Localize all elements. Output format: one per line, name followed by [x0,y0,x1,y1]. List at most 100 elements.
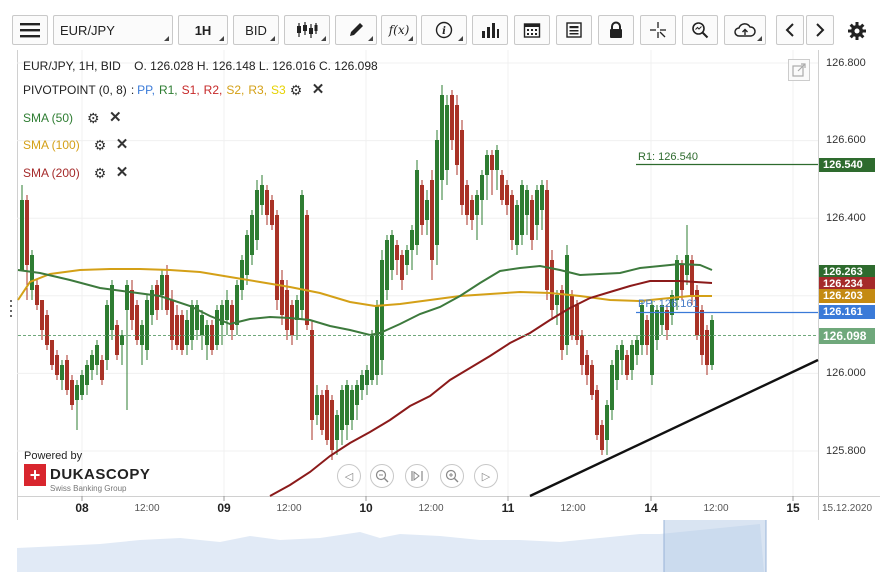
zoom-out-button[interactable] [370,464,394,488]
candle-body [460,130,464,205]
zoom-button[interactable] [682,15,718,45]
zoom-in-button[interactable] [440,464,464,488]
candle-body [355,385,359,405]
report-button[interactable] [556,15,592,45]
candle-body [650,305,654,375]
pp-price-tag: 126.161 [819,305,875,319]
fit-icon [411,470,423,482]
drawing-tools-button[interactable] [335,15,377,45]
candle-body [490,155,494,170]
candle-body [710,320,714,365]
sma200-remove-close-icon[interactable]: ✕ [115,164,129,181]
candle-body [95,345,99,365]
price-axis-label: 126.800 [826,57,866,69]
candle-body [175,315,179,345]
menu-button[interactable] [12,15,48,45]
candle-body [705,330,709,365]
candle-body [135,305,139,340]
scroll-forward-button[interactable] [806,15,834,45]
r1-level-label: R1: 126.540 [638,151,698,163]
fullscreen-button[interactable] [788,59,810,81]
chart-type-button[interactable] [284,15,330,45]
expand-icon [792,63,806,77]
candle-body [180,315,184,350]
svg-text:i: i [442,26,446,37]
candle-body [690,260,694,295]
candle-body [60,365,64,380]
settings-button[interactable] [846,20,868,42]
pivot-pp: PP, [137,83,155,97]
logo-subtitle: Swiss Banking Group [50,484,127,493]
time-axis-label: 12:00 [560,503,586,514]
cloud-upload-icon [734,23,756,37]
timeframe-select[interactable]: 1H [178,15,228,45]
sma50-line [17,262,713,337]
scroll-back-button[interactable] [776,15,804,45]
navigator-selection [664,520,766,572]
candle-body [85,365,89,385]
candle-body [485,155,489,175]
sma200-legend: SMA (200) ⚙ ✕ [23,164,129,181]
candle-body [500,175,504,200]
candle-body [170,300,174,340]
sma100-remove-close-icon[interactable]: ✕ [115,136,129,153]
candle-body [570,295,574,335]
candle-body [270,200,274,225]
candle-body [600,425,604,450]
chevron-down-icon [164,36,169,41]
navigator-area [17,524,764,572]
logo-name: DUKASCOPY [50,466,151,483]
candle-body [510,195,514,240]
dukascopy-logo: Powered by + DUKASCOPY Swiss Banking Gro… [24,450,150,493]
sma100-settings-gear-icon[interactable]: ⚙ [93,137,107,153]
sma50-remove-close-icon[interactable]: ✕ [109,109,122,126]
sma50-legend: SMA (50) ⚙ ✕ [23,109,122,126]
moving-averages [17,262,713,497]
volume-button[interactable] [472,15,508,45]
pivot-settings-gear-icon[interactable]: ⚙ [289,82,303,98]
candle-body [205,325,209,345]
candle-body [335,415,339,440]
candle-body [145,300,149,350]
lock-icon [610,21,622,38]
candle-body [400,255,404,280]
document-icon [566,22,582,38]
candle-body [190,305,194,340]
candle-body [575,305,579,340]
candle-body [625,355,629,375]
reset-view-button[interactable] [405,464,429,488]
calendar-button[interactable] [514,15,550,45]
chevron-right-icon [816,23,825,37]
toolbar: EUR/JPY 1H BID f(x) i [0,0,880,46]
info-button[interactable]: i [421,15,467,45]
lock-button[interactable] [598,15,634,45]
scroll-right-button[interactable]: ▷ [474,464,498,488]
chevron-down-icon [368,36,373,41]
indicators-button[interactable]: f(x) [381,15,417,45]
scroll-left-button[interactable]: ◁ [337,464,361,488]
chevron-down-icon [270,36,275,41]
instrument-select[interactable]: EUR/JPY [53,15,173,45]
candle-body [70,380,74,405]
time-axis-label: 09 [217,501,231,515]
pencil-icon [350,23,363,36]
offer-side-select[interactable]: BID [233,15,279,45]
calendar-icon [523,23,541,38]
sma50-settings-gear-icon[interactable]: ⚙ [87,110,100,126]
sma100-label: SMA (100) [23,138,80,152]
candle-body [155,285,159,310]
crosshair-button[interactable] [640,15,676,45]
pivot-name: PIVOTPOINT (0, 8) [23,83,127,97]
candle-body [630,345,634,370]
navigator[interactable] [10,300,880,572]
pivot-separator: : [130,83,135,97]
candle-body [410,230,414,250]
function-icon: f(x) [388,23,410,37]
candle-body [655,310,659,340]
candle-body [330,400,334,450]
cloud-save-button[interactable] [724,15,766,45]
candle-body [380,260,384,360]
pivot-remove-close-icon[interactable]: ✕ [311,81,325,98]
sma200-settings-gear-icon[interactable]: ⚙ [93,165,107,181]
